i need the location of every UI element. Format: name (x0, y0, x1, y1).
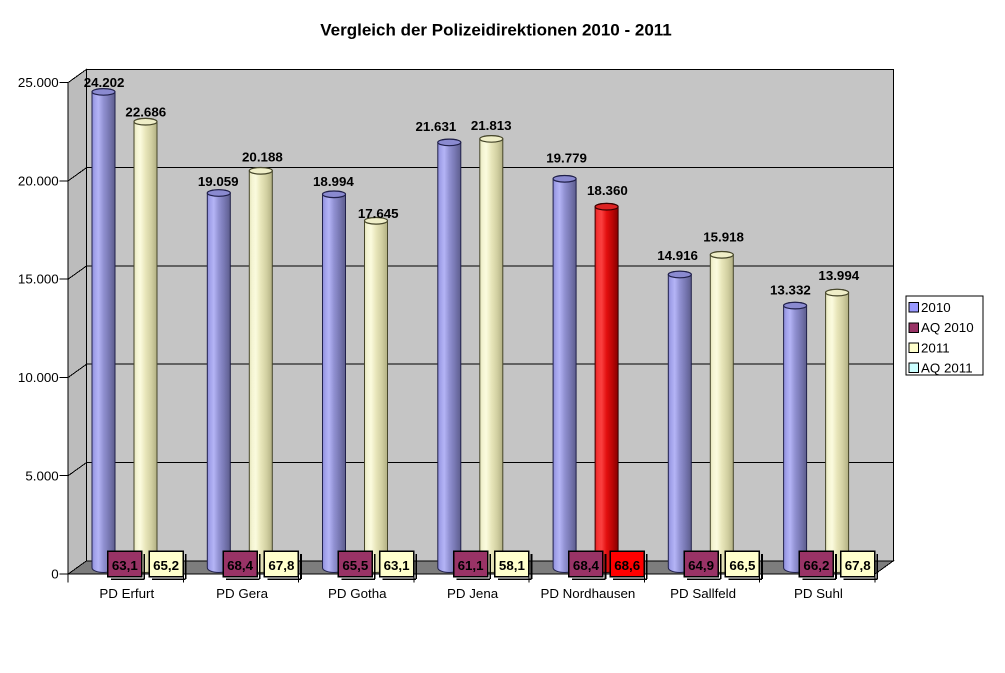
svg-text:PD Gotha: PD Gotha (328, 586, 387, 601)
svg-text:15.918: 15.918 (703, 230, 744, 245)
svg-text:63,1: 63,1 (112, 558, 139, 573)
svg-text:67,8: 67,8 (268, 558, 294, 573)
svg-text:24.202: 24.202 (84, 75, 125, 90)
svg-text:19.059: 19.059 (198, 174, 239, 189)
svg-text:Vergleich der Polizeidirektion: Vergleich der Polizeidirektionen 2010 - … (320, 21, 672, 40)
svg-text:AQ 2011: AQ 2011 (921, 361, 973, 376)
svg-text:66,5: 66,5 (729, 558, 756, 573)
svg-text:PD Gera: PD Gera (216, 586, 268, 601)
svg-text:19.779: 19.779 (546, 151, 587, 166)
svg-text:61,1: 61,1 (458, 558, 485, 573)
svg-text:13.994: 13.994 (818, 268, 859, 283)
svg-text:21.813: 21.813 (471, 118, 512, 133)
svg-text:65,5: 65,5 (342, 558, 369, 573)
svg-text:20.000: 20.000 (18, 173, 59, 188)
svg-text:18.994: 18.994 (313, 174, 354, 189)
svg-text:2011: 2011 (921, 340, 950, 355)
svg-text:17.645: 17.645 (358, 206, 399, 221)
svg-text:67,8: 67,8 (845, 558, 871, 573)
svg-text:25.000: 25.000 (18, 75, 59, 90)
svg-text:68,4: 68,4 (573, 558, 600, 573)
svg-text:PD Jena: PD Jena (447, 586, 499, 601)
svg-text:PD Nordhausen: PD Nordhausen (540, 586, 635, 601)
svg-text:22.686: 22.686 (125, 104, 166, 119)
svg-text:13.332: 13.332 (770, 283, 811, 298)
svg-text:15.000: 15.000 (18, 272, 59, 287)
svg-text:68,6: 68,6 (614, 558, 640, 573)
svg-text:65,2: 65,2 (153, 558, 179, 573)
svg-text:18.360: 18.360 (587, 183, 628, 198)
svg-text:63,1: 63,1 (384, 558, 411, 573)
svg-text:20.188: 20.188 (242, 150, 283, 165)
svg-text:AQ 2010: AQ 2010 (921, 320, 974, 335)
svg-text:PD Suhl: PD Suhl (794, 586, 843, 601)
svg-text:68,4: 68,4 (227, 558, 254, 573)
svg-text:58,1: 58,1 (499, 558, 526, 573)
svg-text:PD Erfurt: PD Erfurt (99, 586, 154, 601)
svg-text:64,9: 64,9 (688, 558, 714, 573)
svg-text:10.000: 10.000 (18, 370, 59, 385)
svg-text:21.631: 21.631 (416, 119, 457, 134)
svg-text:14.916: 14.916 (657, 248, 698, 263)
svg-text:2010: 2010 (921, 300, 951, 315)
svg-text:0: 0 (51, 567, 58, 582)
svg-text:66,2: 66,2 (803, 558, 829, 573)
svg-text:PD Sallfeld: PD Sallfeld (670, 586, 736, 601)
svg-text:5.000: 5.000 (25, 468, 58, 483)
